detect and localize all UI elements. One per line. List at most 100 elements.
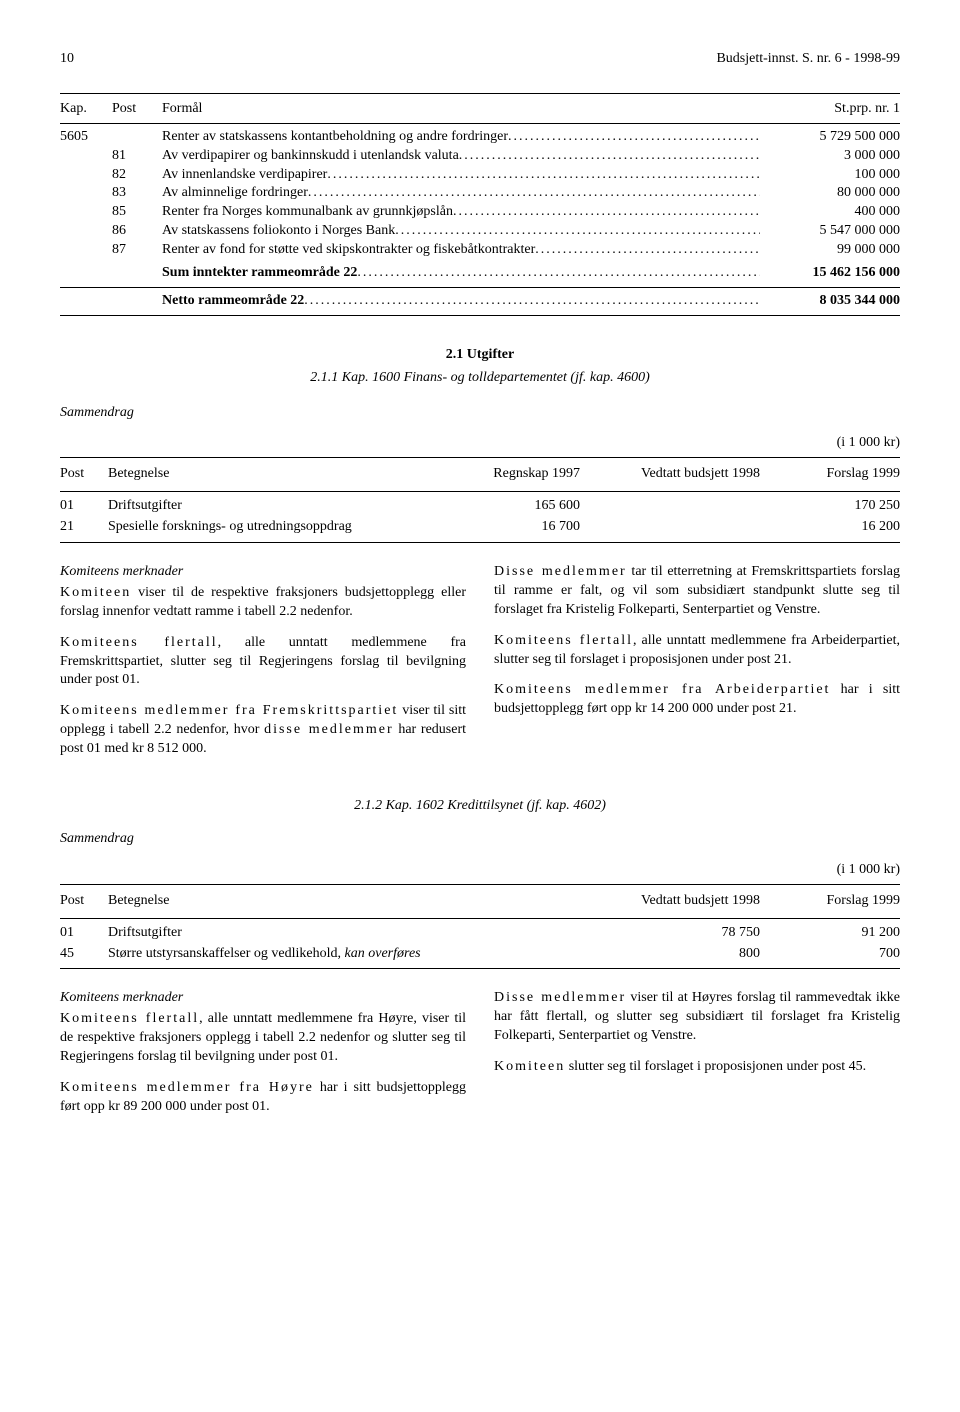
leader-dots: ........................................…: [357, 264, 760, 283]
data-table-header: Post Betegnelse Regnskap 1997 Vedtatt bu…: [60, 462, 900, 487]
post-value: 82: [112, 166, 162, 185]
col-post: Post: [112, 100, 162, 119]
paragraph: Komiteen slutter seg til forslaget i pro…: [494, 1058, 900, 1077]
komiteens-merknader-title: Komiteens merknader: [60, 563, 466, 582]
page-number: 10: [60, 50, 74, 69]
sammendrag-label: Sammendrag: [60, 404, 900, 423]
netto-amount: 8 035 344 000: [760, 292, 900, 311]
leader-dots: ........................................…: [308, 184, 760, 203]
dt-post: 21: [60, 518, 108, 537]
post-value: 86: [112, 222, 162, 241]
leader-dots: ........................................…: [459, 147, 760, 166]
dt-bet: Større utstyrsanskaffelser og vedlikehol…: [108, 945, 580, 964]
divider: [60, 542, 900, 543]
page-header: 10 Budsjett-innst. S. nr. 6 - 1998-99: [60, 50, 900, 69]
divider: [60, 968, 900, 969]
post-value: 81: [112, 147, 162, 166]
divider: [60, 884, 900, 885]
dt-col-c3: Forslag 1999: [760, 892, 900, 911]
unit-label: (i 1 000 kr): [60, 434, 900, 453]
table-row: 21 Spesielle forsknings- og utredningsop…: [60, 517, 900, 538]
leader-dots: ........................................…: [327, 166, 760, 185]
budget-row: 85 Renter fra Norges kommunalbank av gru…: [112, 203, 900, 222]
row-amount: 99 000 000: [760, 241, 900, 260]
dt-col-bet: Betegnelse: [108, 465, 440, 484]
row-label: Av innenlandske verdipapirer: [162, 166, 327, 185]
table-row: 01 Driftsutgifter 78 750 91 200: [60, 923, 900, 944]
dt-post: 45: [60, 945, 108, 964]
budget-kap-row: 5605 Renter av statskassens kontantbehol…: [60, 128, 900, 147]
leader-dots: ........................................…: [535, 241, 760, 260]
budget-row: 87 Renter av fond for støtte ved skipsko…: [112, 241, 900, 260]
dt-post: 01: [60, 497, 108, 516]
divider: [60, 287, 900, 288]
table-row: 45 Større utstyrsanskaffelser og vedlike…: [60, 944, 900, 965]
post-value: 87: [112, 241, 162, 260]
budget-row: 86 Av statskassens foliokonto i Norges B…: [112, 222, 900, 241]
col-formal: Formål: [162, 100, 760, 119]
budget-row: 83 Av alminnelige fordringer ...........…: [112, 184, 900, 203]
row-amount: 5 547 000 000: [760, 222, 900, 241]
komiteens-merknader-title: Komiteens merknader: [60, 989, 466, 1008]
paragraph: Komiteens flertall, alle unntatt medlemm…: [60, 634, 466, 691]
post-value: 85: [112, 203, 162, 222]
sum-amount: 15 462 156 000: [760, 264, 900, 283]
row-label: Av statskassens foliokonto i Norges Bank: [162, 222, 395, 241]
leader-dots: ........................................…: [508, 128, 760, 147]
paragraph: Komiteens flertall, alle unntatt medlemm…: [60, 1010, 466, 1067]
dt-bet: Spesielle forsknings- og utredningsoppdr…: [108, 518, 440, 537]
dt-col-c2: Vedtatt budsjett 1998: [580, 892, 760, 911]
budget-row: 81 Av verdipapirer og bankinnskudd i ute…: [112, 147, 900, 166]
row-label: Av alminnelige fordringer: [162, 184, 308, 203]
right-column: Disse medlemmer viser til at Høyres fors…: [494, 989, 900, 1128]
divider: [60, 123, 900, 124]
divider: [60, 315, 900, 316]
two-column-block: Komiteens merknader Komiteen viser til d…: [60, 563, 900, 771]
paragraph: Komiteens medlemmer fra Høyre har i sitt…: [60, 1079, 466, 1117]
sammendrag-label: Sammendrag: [60, 830, 900, 849]
dt-bet: Driftsutgifter: [108, 924, 580, 943]
section-subheading: 2.1.1 Kap. 1600 Finans- og tolldeparteme…: [60, 369, 900, 388]
unit-label: (i 1 000 kr): [60, 861, 900, 880]
dt-post: 01: [60, 924, 108, 943]
row-amount: 400 000: [760, 203, 900, 222]
leader-dots: ........................................…: [304, 292, 760, 311]
section-heading: 2.1 Utgifter: [60, 346, 900, 365]
dt-col-c3: Forslag 1999: [760, 465, 900, 484]
divider: [60, 491, 900, 492]
dt-col-post: Post: [60, 465, 108, 484]
dt-c1: 165 600: [440, 497, 580, 516]
paragraph: Disse medlemmer tar til etterretning at …: [494, 563, 900, 620]
paragraph: Komiteens medlemmer fra Frem­skrittspart…: [60, 702, 466, 759]
dt-col-post: Post: [60, 892, 108, 911]
table-row: 01 Driftsutgifter 165 600 170 250: [60, 496, 900, 517]
row-amount: 3 000 000: [760, 147, 900, 166]
paragraph: Komiteens medlemmer fra Arbeiderpar­tiet…: [494, 681, 900, 719]
netto-label: Netto rammeområde 22: [162, 293, 304, 308]
leader-dots: ........................................…: [395, 222, 760, 241]
left-column: Komiteens merknader Komiteen viser til d…: [60, 563, 466, 771]
divider: [60, 93, 900, 94]
row-label: Renter fra Norges kommunalbank av grunnk…: [162, 203, 453, 222]
sum-label: Sum inntekter rammeområde 22: [162, 265, 357, 280]
two-column-block: Komiteens merknader Komiteens flertall, …: [60, 989, 900, 1128]
right-column: Disse medlemmer tar til etterretning at …: [494, 563, 900, 771]
left-column: Komiteens merknader Komiteens flertall, …: [60, 989, 466, 1128]
dt-c2: 800: [580, 945, 760, 964]
dt-c3: 91 200: [760, 924, 900, 943]
budget-table-header: Kap. Post Formål St.prp. nr. 1: [60, 100, 900, 119]
dt-c2: [580, 518, 760, 537]
row-label: Renter av fond for støtte ved skipskontr…: [162, 241, 535, 260]
dt-col-c2: Vedtatt budsjett 1998: [580, 465, 760, 484]
dt-c3: 16 200: [760, 518, 900, 537]
paragraph: Disse medlemmer viser til at Høyres fors…: [494, 989, 900, 1046]
dt-c1: 16 700: [440, 518, 580, 537]
row-amount: 80 000 000: [760, 184, 900, 203]
row-label: Renter av statskassens kontantbeholdning…: [162, 128, 508, 147]
divider: [60, 918, 900, 919]
doc-title: Budsjett-innst. S. nr. 6 - 1998-99: [716, 50, 900, 69]
paragraph: Komiteen viser til de respektive fraksjo…: [60, 584, 466, 622]
dt-col-bet: Betegnelse: [108, 892, 580, 911]
budget-netto-row: Netto rammeområde 22 ...................…: [112, 292, 900, 311]
row-label: Av verdipapirer og bankinnskudd i utenla…: [162, 147, 459, 166]
